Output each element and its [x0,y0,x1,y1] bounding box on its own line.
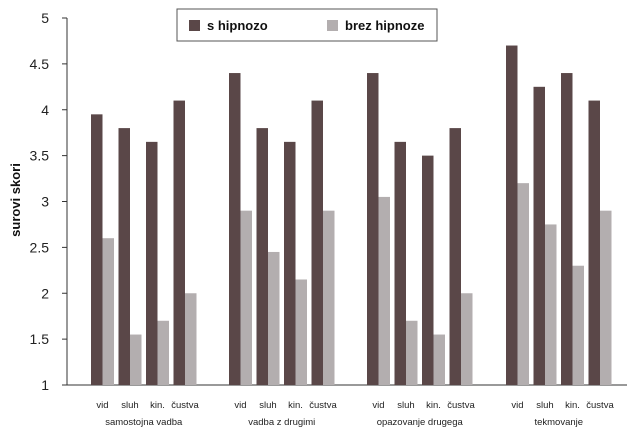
bar-brez-hipnoze [185,293,197,385]
y-tick-label: 1 [41,377,49,393]
x-category-label: kin. [150,400,165,411]
x-category-label: sluh [536,400,553,411]
bar-s-hipnozo [588,100,600,385]
bar-brez-hipnoze [295,279,307,385]
bar-s-hipnozo [146,141,158,385]
bar-s-hipnozo [256,128,268,385]
bar-s-hipnozo [422,155,434,385]
bar-brez-hipnoze [461,293,473,385]
bar-s-hipnozo [449,128,461,385]
bar-brez-hipnoze [545,224,557,385]
bar-brez-hipnoze [102,238,114,385]
bar-s-hipnozo [284,141,296,385]
x-group-label: samostojna vadba [105,417,183,428]
bar-s-hipnozo [561,73,573,386]
bar-s-hipnozo [506,45,518,386]
x-group-label: vadba z drugimi [248,417,315,428]
bar-brez-hipnoze [406,320,418,385]
y-tick-label: 5 [41,10,49,26]
legend-swatch-brez-hipnoze [327,20,338,31]
legend-label-s-hipnozo: s hipnozo [207,18,268,33]
y-tick-label: 2 [41,285,49,301]
bar-s-hipnozo [173,100,185,385]
y-tick-label: 2.5 [30,239,50,255]
x-category-label: vid [511,400,523,411]
bar-s-hipnozo [394,141,406,385]
bars [91,45,612,386]
x-category-label: sluh [259,400,276,411]
y-tick-label: 3.5 [30,148,50,164]
y-axis-label: surovi skori [8,163,23,237]
bar-s-hipnozo [367,73,379,386]
bar-brez-hipnoze [268,251,280,385]
y-tick-label: 1.5 [30,331,50,347]
x-category-label: sluh [121,400,138,411]
x-category-label: čustva [586,400,614,411]
x-category-label: čustva [447,400,475,411]
y-tick-label: 4 [41,102,49,118]
bar-s-hipnozo [91,114,103,386]
x-category-label: vid [96,400,108,411]
bar-brez-hipnoze [433,334,445,385]
bar-brez-hipnoze [240,210,252,385]
bar-brez-hipnoze [572,265,584,385]
bar-s-hipnozo [118,128,130,385]
legend: s hipnozo brez hipnoze [176,8,438,42]
x-category-label: kin. [288,400,303,411]
bar-brez-hipnoze [517,183,529,385]
x-category-label: vid [234,400,246,411]
bar-s-hipnozo [229,73,241,386]
x-category-label: kin. [426,400,441,411]
y-tick-label: 3 [41,194,49,210]
bar-s-hipnozo [533,86,545,385]
legend-label-brez-hipnoze: brez hipnoze [345,18,424,33]
legend-swatch-s-hipnozo [189,20,200,31]
bar-brez-hipnoze [157,320,169,385]
legend-box [176,8,438,42]
bar-s-hipnozo [311,100,323,385]
x-group-label: opazovanje drugega [377,417,464,428]
x-category-label: čustva [171,400,199,411]
x-axis-labels: vid sluh kin. čustva samostojna vadba vid sluh… [96,400,614,428]
bar-brez-hipnoze [130,334,142,385]
bar-brez-hipnoze [378,196,390,385]
bar-brez-hipnoze [600,210,612,385]
x-group-label: tekmovanje [534,417,583,428]
bar-brez-hipnoze [323,210,335,385]
x-category-label: kin. [565,400,580,411]
x-category-label: vid [372,400,384,411]
y-tick-label: 4.5 [30,56,50,72]
x-category-label: čustva [309,400,337,411]
x-category-label: sluh [397,400,414,411]
